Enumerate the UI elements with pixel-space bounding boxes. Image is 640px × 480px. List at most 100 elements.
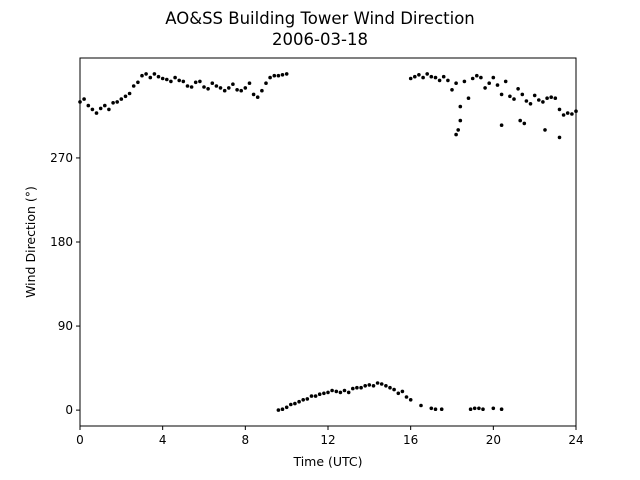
x-tick-label: 16 bbox=[403, 433, 418, 447]
data-point bbox=[462, 79, 467, 84]
x-tick-label: 4 bbox=[159, 433, 167, 447]
data-point bbox=[491, 75, 496, 80]
data-point bbox=[495, 83, 500, 87]
data-point bbox=[408, 398, 413, 402]
data-point bbox=[417, 73, 421, 77]
data-point bbox=[202, 85, 206, 89]
data-point bbox=[363, 384, 368, 388]
data-point bbox=[396, 391, 401, 396]
x-tick-label: 0 bbox=[76, 433, 84, 447]
data-point bbox=[454, 81, 458, 85]
data-point bbox=[255, 95, 260, 99]
data-point bbox=[466, 96, 471, 100]
data-point bbox=[355, 385, 359, 390]
data-point bbox=[384, 384, 388, 388]
data-point bbox=[123, 94, 128, 99]
data-point bbox=[289, 402, 293, 407]
data-point bbox=[553, 96, 558, 100]
data-point bbox=[107, 107, 111, 112]
data-point bbox=[293, 401, 297, 406]
data-point bbox=[218, 86, 223, 90]
data-point bbox=[458, 104, 463, 109]
x-tick-label: 12 bbox=[320, 433, 335, 447]
data-point bbox=[367, 383, 372, 387]
data-point bbox=[522, 121, 527, 126]
data-point bbox=[173, 75, 177, 80]
data-point bbox=[284, 405, 289, 410]
data-point bbox=[222, 88, 227, 93]
y-tick-label: 0 bbox=[65, 403, 73, 417]
data-point bbox=[359, 385, 363, 390]
data-point bbox=[346, 390, 351, 395]
data-point bbox=[309, 394, 314, 398]
data-point bbox=[206, 87, 210, 91]
data-point bbox=[499, 407, 504, 412]
data-point bbox=[549, 95, 553, 99]
data-point bbox=[214, 84, 219, 88]
data-point bbox=[210, 81, 215, 85]
data-point bbox=[272, 73, 277, 78]
data-point bbox=[518, 118, 522, 123]
x-axis-ticks: 0 4 8 12 16 20 24 bbox=[76, 426, 584, 447]
data-point bbox=[557, 135, 562, 140]
data-point bbox=[239, 88, 243, 93]
data-point bbox=[338, 390, 343, 395]
x-tick-label: 20 bbox=[486, 433, 501, 447]
data-point bbox=[301, 398, 306, 402]
data-point bbox=[127, 91, 132, 96]
data-point bbox=[326, 390, 330, 395]
data-point bbox=[140, 73, 144, 78]
data-point bbox=[334, 389, 339, 394]
data-point bbox=[545, 96, 549, 100]
data-point bbox=[111, 101, 115, 105]
data-point bbox=[400, 389, 405, 394]
data-point bbox=[148, 75, 153, 80]
data-point bbox=[115, 100, 119, 104]
data-point bbox=[561, 113, 566, 117]
data-point bbox=[557, 107, 562, 112]
data-point bbox=[165, 77, 169, 82]
data-point bbox=[119, 97, 124, 101]
data-point bbox=[98, 106, 103, 111]
data-point bbox=[446, 78, 450, 83]
data-point bbox=[472, 406, 477, 411]
data-point bbox=[475, 73, 479, 78]
data-point bbox=[260, 88, 264, 93]
data-point bbox=[313, 394, 318, 398]
data-point bbox=[351, 386, 355, 391]
chart-subtitle: 2006-03-18 bbox=[272, 30, 368, 49]
data-point bbox=[280, 407, 285, 412]
data-point bbox=[82, 97, 86, 101]
data-point bbox=[284, 72, 289, 76]
data-point bbox=[528, 102, 533, 106]
x-tick-label: 8 bbox=[242, 433, 250, 447]
data-point bbox=[419, 403, 423, 408]
data-point bbox=[231, 82, 235, 86]
chart-title: AO&SS Building Tower Wind Direction bbox=[165, 9, 475, 28]
data-point bbox=[371, 384, 376, 388]
data-point bbox=[537, 98, 541, 102]
data-point bbox=[487, 81, 492, 85]
data-point bbox=[185, 84, 190, 88]
data-point bbox=[512, 97, 516, 101]
data-point bbox=[516, 87, 520, 91]
data-point bbox=[342, 388, 347, 393]
plot-frame bbox=[79, 57, 577, 427]
data-point bbox=[330, 388, 334, 393]
data-point bbox=[565, 111, 570, 115]
data-point bbox=[90, 107, 95, 112]
data-point bbox=[441, 74, 446, 79]
data-point bbox=[177, 78, 181, 83]
data-point bbox=[468, 407, 473, 412]
data-point bbox=[160, 76, 165, 81]
data-point bbox=[491, 406, 496, 411]
data-point bbox=[408, 76, 413, 81]
x-tick-label: 24 bbox=[568, 433, 583, 447]
data-point bbox=[421, 75, 425, 80]
data-point bbox=[152, 72, 157, 76]
data-point bbox=[375, 381, 380, 385]
data-point bbox=[235, 88, 239, 92]
data-point bbox=[317, 392, 322, 397]
data-point bbox=[268, 75, 272, 80]
